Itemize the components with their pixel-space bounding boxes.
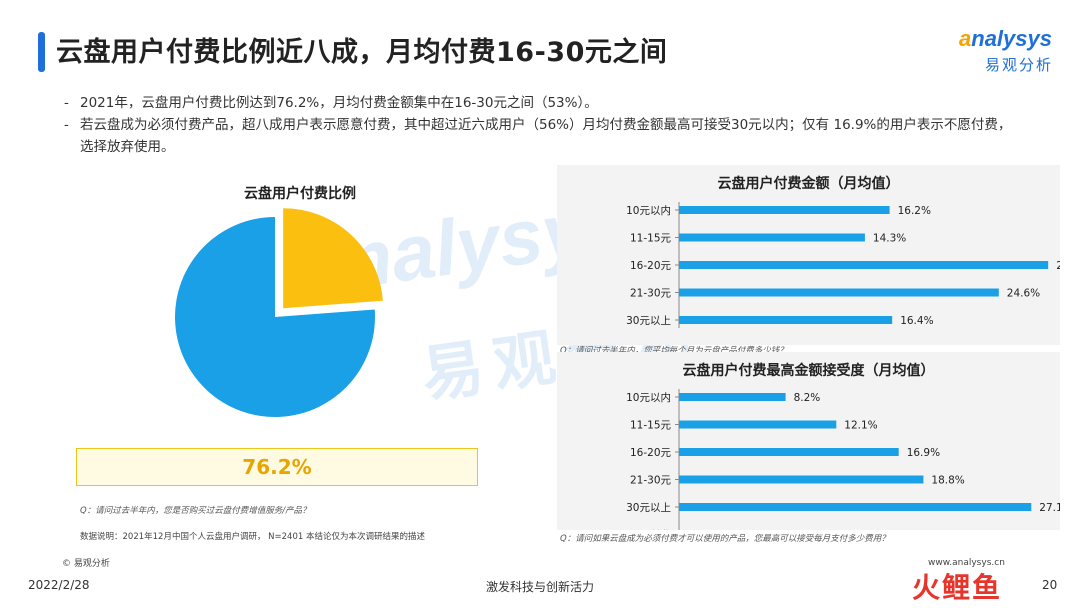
bar-value-label: 16.2% [898,205,931,217]
footer-slogan: 激发科技与创新活力 [485,580,594,594]
bar-category-label: 30元以上 [626,502,671,514]
bar-chart-2: 10元以内 8.2% 11-15元 12.1% 16-20元 16.9% 21-30元 18.… [626,389,1060,531]
bar [679,448,899,456]
bullet-item: 2021年，云盘用户付费比例达到76.2%，月均付费金额集中在16-30元之间（… [62,92,1022,114]
summary-bullets: 2021年，云盘用户付费比例达到76.2%，月均付费金额集中在16-30元之间（… [62,92,1022,158]
bar [679,206,890,214]
bar-category-label: 16-20元 [630,260,672,272]
page-title: 云盘用户付费比例近八成，月均付费16-30元之间 [56,37,668,68]
bar-category-label: 16-20元 [630,447,672,459]
bar-chart-panel-2: 云盘用户付费最高金额接受度（月均值） 10元以内 8.2% 11-15元 12.1% 1… [557,352,1060,530]
data-source-note: 数据说明：2021年12月中国个人云盘用户调研， N=2401 本结论仅为本次调… [80,532,425,542]
footer-copyright: © 易观分析 [62,559,110,569]
bar [679,420,837,429]
footer-url: www.analysys.cn [928,558,1005,568]
bar-category-label: 30元以上 [626,315,671,327]
bar [679,261,1049,269]
pie-chart-title: 云盘用户付费比例 [244,186,356,202]
pie-highlight-box: 76.2% [76,448,478,486]
bar [679,475,924,484]
bar-chart-1-title: 云盘用户付费金额（月均值） [717,176,900,192]
title-accent-bar [38,32,45,72]
bar-value-label: 18.8% [931,475,964,487]
bar-category-label: 不愿付费 [629,529,671,531]
bar-chart-panel-1: 云盘用户付费金额（月均值） 10元以内 16.2% 11-15元 14.3% 16-20… [557,165,1060,345]
pie-slice-unpaid [283,208,383,309]
bar-category-label: 11-15元 [630,233,672,245]
bar-value-label: 24.6% [1007,288,1040,300]
bar-value-label: 27.1% [1039,502,1060,514]
bar-chart-1-question: Q：请问过去半年内，您平均每个月为云盘产品付费多少钱？ [560,346,788,356]
pie-slice-paid [175,217,375,417]
bar-category-label: 21-30元 [630,475,672,487]
bar-value-label: 28.4% [1056,260,1060,272]
bar-value-label: 12.1% [844,420,877,432]
bar-category-label: 10元以内 [626,204,671,217]
bar-category-label: 21-30元 [630,288,672,300]
bar-category-label: 10元以内 [626,391,671,404]
pie-question-note: Q：请问过去半年内，您是否购买过云盘付费增值服务/产品？ [80,506,311,516]
bar-chart-2-question: Q：请问如果云盘成为必须付费才可以使用的产品，您最高可以接受每月支付多少费用？ [560,534,890,544]
bar [679,393,786,401]
analysys-logo: analysys 易观分析 [955,24,1065,80]
pie-highlight-value: 76.2% [242,455,312,479]
bar [679,503,1032,511]
bar-value-label: 16.4% [900,315,933,327]
bar [679,233,865,242]
bullet-item: 若云盘成为必须付费产品，超八成用户表示愿意付费，其中超过近六成用户（56%）月均… [62,114,1022,158]
bar-value-label: 8.2% [794,392,821,404]
pie-chart [175,208,383,417]
bar-value-label: 16.9% [907,447,940,459]
bar [679,316,893,324]
logo-wordmark: analysys [959,26,1052,51]
logo-chinese-name: 易观分析 [985,56,1054,74]
bar-chart-2-title: 云盘用户付费最高金额接受度（月均值） [682,363,935,379]
page-number: 20 [1042,578,1058,592]
bar-category-label: 11-15元 [630,420,672,432]
footer-date: 2022/2/28 [28,578,90,592]
bar-value-label: 16.9% [907,530,940,531]
corner-logo: 火鲤鱼 [912,571,1003,604]
bar-value-label: 14.3% [873,233,906,245]
bar-chart-1: 10元以内 16.2% 11-15元 14.3% 16-20元 28.4% 21-30元 24… [626,202,1060,328]
bar [679,288,999,297]
